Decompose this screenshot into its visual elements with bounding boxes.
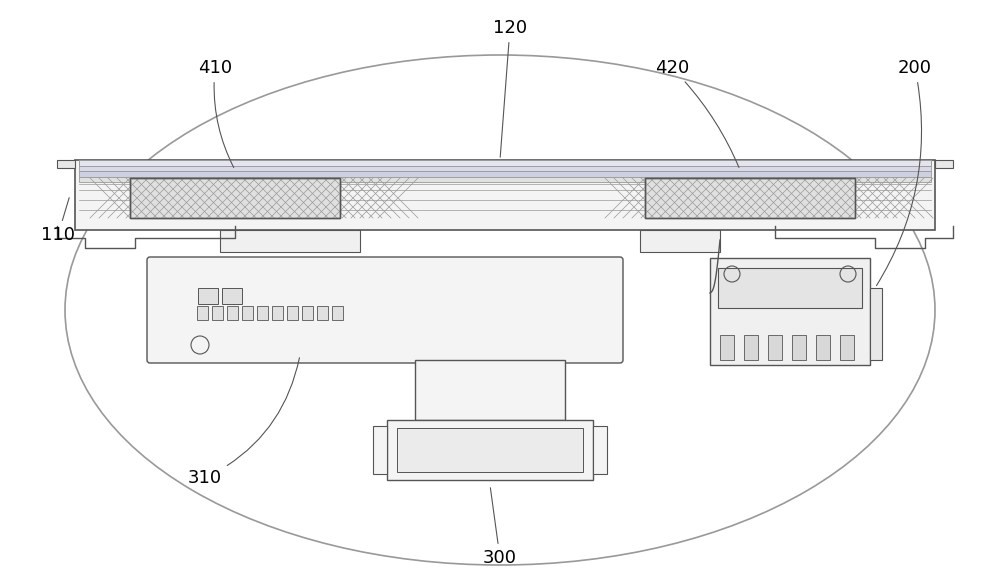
Bar (227, 306, 238, 320)
Text: 110: 110 (41, 197, 75, 244)
Bar (272, 306, 283, 320)
Bar (792, 335, 806, 360)
Bar (840, 335, 854, 360)
Bar (317, 306, 328, 320)
Bar (79, 171, 931, 177)
Bar (415, 360, 565, 420)
Bar (257, 306, 268, 320)
Text: 310: 310 (188, 358, 299, 487)
Bar (220, 230, 360, 252)
Text: 420: 420 (655, 59, 739, 168)
Bar (332, 306, 343, 320)
Bar (397, 428, 583, 472)
Bar (640, 230, 720, 252)
Bar (79, 166, 931, 171)
Bar (816, 335, 830, 360)
Bar (768, 335, 782, 360)
Text: 200: 200 (876, 59, 932, 286)
FancyBboxPatch shape (147, 257, 623, 363)
Text: 300: 300 (483, 488, 517, 567)
Bar (287, 306, 298, 320)
Bar (720, 335, 734, 360)
Bar (197, 306, 208, 320)
Bar (130, 178, 340, 218)
Bar (593, 426, 607, 474)
Polygon shape (57, 160, 75, 168)
Bar (645, 178, 855, 218)
Text: 120: 120 (493, 19, 527, 157)
Polygon shape (935, 160, 953, 168)
Bar (744, 335, 758, 360)
Bar (710, 258, 870, 365)
Bar (242, 306, 253, 320)
Bar (302, 306, 313, 320)
Bar (387, 420, 593, 480)
Bar (718, 268, 862, 308)
Bar (198, 288, 218, 304)
Bar (373, 426, 387, 474)
Bar (645, 178, 855, 218)
Bar (222, 288, 242, 304)
Bar (130, 178, 340, 218)
Bar (79, 160, 931, 166)
Text: 410: 410 (198, 59, 234, 168)
Bar (75, 160, 935, 230)
Bar (79, 177, 931, 182)
Bar (870, 288, 882, 360)
Bar (212, 306, 223, 320)
